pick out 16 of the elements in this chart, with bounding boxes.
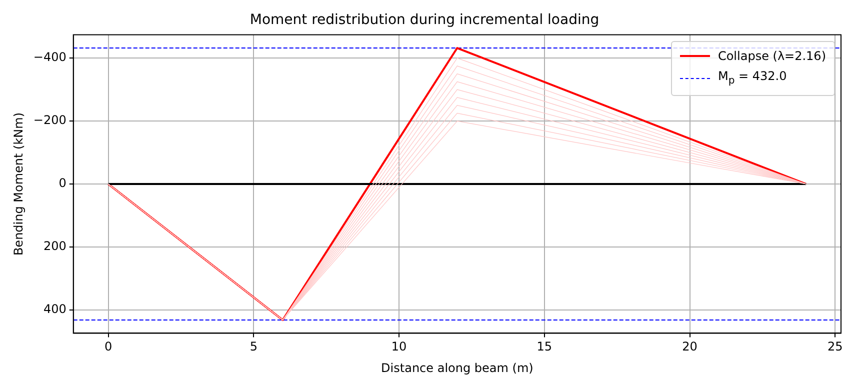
y-tick-label: −200 xyxy=(33,113,66,128)
x-tick-label: 0 xyxy=(104,340,112,354)
y-tick-label: 400 xyxy=(43,302,66,316)
legend-label: Collapse (λ=2.16) xyxy=(718,48,826,65)
x-axis-title: Distance along beam (m) xyxy=(381,360,534,375)
x-tick-label: 20 xyxy=(682,340,698,354)
y-axis-title: Bending Moment (kNm) xyxy=(11,112,26,256)
x-tick-label: 25 xyxy=(828,340,843,354)
x-tick-label: 15 xyxy=(536,340,552,354)
legend-label: M$_{p}$ = 432.0 xyxy=(718,68,787,88)
y-tick-label: −400 xyxy=(33,50,66,64)
y-tick-label: 0 xyxy=(58,176,66,190)
x-tick-label: 5 xyxy=(250,340,258,354)
chart-title: Moment redistribution during incremental loading xyxy=(250,12,600,28)
x-tick-label: 10 xyxy=(391,340,407,354)
y-tick-label: 200 xyxy=(43,239,66,254)
